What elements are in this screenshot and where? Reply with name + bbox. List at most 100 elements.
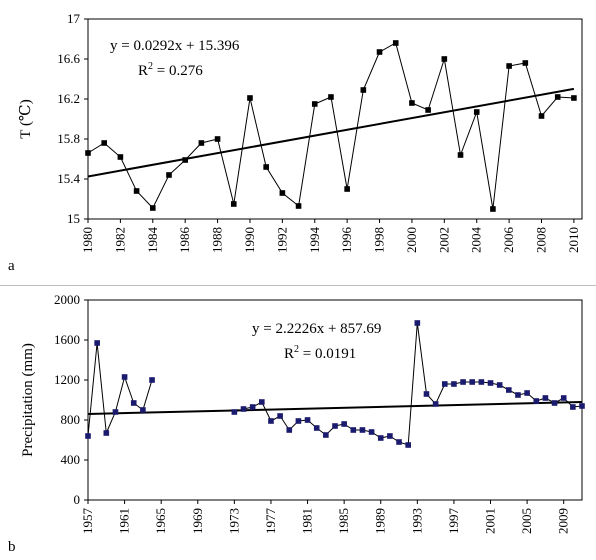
panel-a-data-point xyxy=(214,136,221,142)
panel-a-y-tick-label: 15.4 xyxy=(57,171,80,186)
panel-b-data-point xyxy=(570,404,576,410)
panel-b-plot-frame xyxy=(87,299,583,501)
panel-a-r-value: = 0.276 xyxy=(153,63,203,79)
panel-a-r-label: R xyxy=(138,63,148,79)
panel-b-x-tick-label: 2005 xyxy=(519,508,534,534)
panel-b-data-point xyxy=(533,398,540,404)
panel-a-x-tick-label: 1986 xyxy=(177,227,192,254)
panel-b-x-tick-label: 1977 xyxy=(263,508,278,535)
panel-a-x-tick-label: 1982 xyxy=(112,227,127,253)
panel-a-x-tick-label: 1996 xyxy=(339,227,354,254)
panel-b-data-point xyxy=(85,433,91,439)
panel-a-data-point xyxy=(409,100,415,106)
panel-b-data-point xyxy=(542,395,549,401)
panel-a-data-point xyxy=(198,140,205,146)
panel-a-data-point xyxy=(182,157,188,163)
panel-b-x-tick-label: 1973 xyxy=(226,508,241,534)
panel-a-x-tick-label: 1994 xyxy=(307,227,322,254)
panel-a-data-point xyxy=(230,201,237,207)
panel-a-data-point xyxy=(506,63,512,69)
panel-b-data-point xyxy=(268,418,274,424)
panel-b-y-tick-label: 0 xyxy=(74,492,81,507)
panel-b-data-point xyxy=(506,387,512,393)
panel-a-x-tick-label: 1984 xyxy=(145,227,160,254)
panel-a-data-point xyxy=(101,140,107,146)
panel-b-data-point xyxy=(387,433,393,439)
panel-a-data-point xyxy=(360,87,367,93)
panel-a-data-point xyxy=(311,101,318,107)
panel-a-y-ticks: 15 15.4 15.8 16.2 16.6 17 xyxy=(57,11,88,226)
panel-a-data-point xyxy=(344,186,350,192)
panel-a-data-point xyxy=(457,152,464,158)
panel-b-r-superscript: 2 xyxy=(294,344,299,355)
panel-b-y-ticks: 0 400 800 1200 1600 2000 xyxy=(54,292,88,507)
panel-b-data-point xyxy=(368,429,375,435)
panel-b-y-tick-label: 400 xyxy=(61,452,81,467)
panel-b-data-point xyxy=(487,380,494,386)
panel-b-data-point xyxy=(469,379,476,385)
panel-b-data-point xyxy=(286,427,293,433)
panel-a-x-tick-label: 1980 xyxy=(80,227,95,253)
panel-b-data-point xyxy=(478,379,485,385)
panel-b-data-point xyxy=(112,409,119,415)
panel-a-x-tick-label: 2008 xyxy=(534,227,549,253)
panel-b-x-tick-label: 2001 xyxy=(483,508,498,534)
panel-a-data-point xyxy=(425,107,431,113)
panel-b-r-squared: R2 = 0.0191 xyxy=(284,344,356,362)
panel-b-data-point xyxy=(496,382,503,388)
panel-b-data-point xyxy=(359,427,366,433)
panel-b-y-tick-label: 800 xyxy=(61,412,81,427)
panel-a-y-tick-label: 15.8 xyxy=(57,131,80,146)
panel-b-y-tick-label: 1200 xyxy=(54,372,80,387)
panel-b-x-tick-label: 1981 xyxy=(300,508,315,534)
panel-b-data-point xyxy=(140,407,146,413)
panel-a-data-point xyxy=(133,188,140,194)
panel-b-x-tick-label: 1965 xyxy=(153,508,168,534)
panel-b-data-point xyxy=(231,409,238,415)
panel-a-data-point xyxy=(554,94,561,100)
panel-a-y-axis-label: T (℃) xyxy=(18,99,34,138)
panel-a-data-point xyxy=(376,49,383,55)
panel-a-x-tick-label: 2010 xyxy=(566,227,581,253)
panel-b-data-point xyxy=(94,340,100,346)
panel-b-data-point xyxy=(323,432,329,438)
panel-b-data-point xyxy=(341,421,347,427)
panel-b-series-line xyxy=(234,322,583,446)
panel-b-data-point xyxy=(313,425,320,431)
panel-a-x-ticks: 1980 1982 1984 1986 1988 1990 1992 1994 1996 1998… xyxy=(80,219,581,253)
panel-a-trendline xyxy=(87,87,575,178)
panel-b-data-point xyxy=(332,423,338,429)
panel-b-data-point xyxy=(350,427,357,433)
panel-a-y-tick-label: 16.6 xyxy=(57,51,80,66)
panel-b-x-tick-label: 1961 xyxy=(117,508,132,534)
panel-b-data-point xyxy=(304,417,311,423)
panel-b-data-point xyxy=(414,320,421,326)
panel-a-data-point xyxy=(538,113,545,119)
panel-b-chart: 0 400 800 1200 1600 2000 1957 1961 1965 1969 1973… xyxy=(8,292,585,555)
panel-b-x-tick-label: 1969 xyxy=(190,508,205,534)
panel-b-x-tick-label: 1989 xyxy=(373,508,388,534)
panel-a-x-tick-label: 1990 xyxy=(242,227,257,253)
panel-a-data-point xyxy=(279,190,286,196)
panel-a-data-point xyxy=(247,95,253,101)
panel-b-data-point xyxy=(149,377,155,383)
panel-a-data-point xyxy=(117,154,124,160)
panel-a-data-point xyxy=(149,205,156,211)
panel-b-x-tick-label: 1997 xyxy=(446,508,461,535)
panel-a-data-point xyxy=(166,172,172,178)
panel-b-x-ticks: 1957 1961 1965 1969 1973 1977 1981 1985 1989 1993… xyxy=(80,500,571,534)
panel-a-markers xyxy=(85,40,577,212)
panel-b-data-point xyxy=(405,442,411,448)
panel-b-markers xyxy=(85,320,585,448)
panel-b-data-point xyxy=(460,379,466,385)
panel-b-series-line xyxy=(87,342,153,437)
panel-b-data-point xyxy=(515,392,521,398)
panel-a-data-point xyxy=(571,95,577,101)
panel-b-data-point xyxy=(377,435,384,441)
panel-b-y-axis-label: Precipitation (mm) xyxy=(20,343,36,457)
panel-b-r-value: = 0.0191 xyxy=(299,346,356,362)
panel-b-label: b xyxy=(8,539,16,555)
panel-b-r-label: R xyxy=(284,346,294,362)
panel-a-data-point xyxy=(522,60,529,66)
